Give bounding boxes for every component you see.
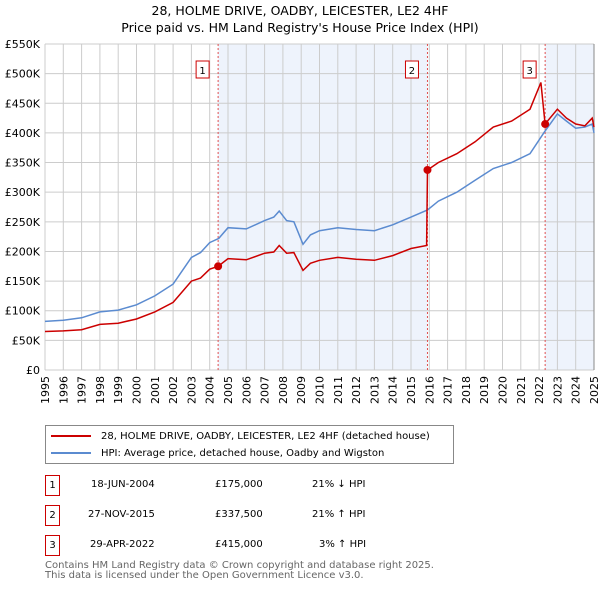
legend-item-property: 28, HOLME DRIVE, OADBY, LEICESTER, LE2 4… xyxy=(46,428,430,444)
x-tick-label: 2014 xyxy=(387,376,400,404)
x-tick-label: 1997 xyxy=(76,376,89,404)
x-tick-label: 2020 xyxy=(497,376,510,404)
y-tick-label: £100K xyxy=(5,305,41,318)
x-tick-label: 2003 xyxy=(185,376,198,404)
x-tick-label: 2002 xyxy=(167,376,180,404)
x-tick-label: 2011 xyxy=(332,376,345,404)
x-tick-label: 2000 xyxy=(131,376,144,404)
legend: 28, HOLME DRIVE, OADBY, LEICESTER, LE2 4… xyxy=(45,425,454,464)
x-tick-label: 1995 xyxy=(39,376,52,404)
hpi-line xyxy=(44,112,595,323)
x-tick-label: 2013 xyxy=(368,376,381,404)
sale-hpi-diff: 21% ↑ HPI xyxy=(312,509,366,520)
sale-label: 1 xyxy=(199,66,205,77)
x-tick-label: 2019 xyxy=(478,376,491,404)
x-tick-label: 2022 xyxy=(533,376,546,404)
sale-date: 29-APR-2022 xyxy=(90,539,155,550)
sale-date: 18-JUN-2004 xyxy=(91,479,155,490)
x-tick-label: 2008 xyxy=(277,376,290,404)
plot-area: 1995 1996 1997 1998 1999 2000 2001 2002 2003 2004… xyxy=(5,38,600,404)
x-tick-label: 2012 xyxy=(350,376,363,404)
y-tick-label: £300K xyxy=(5,186,41,199)
sale-price: £415,000 xyxy=(215,539,263,550)
sale-point xyxy=(541,120,550,129)
x-tick-label: 2015 xyxy=(405,376,418,404)
footer: Contains HM Land Registry data © Crown c… xyxy=(45,561,434,581)
sale-label: 2 xyxy=(409,66,415,77)
y-tick-label: £550K xyxy=(5,38,41,51)
x-tick-label: 2009 xyxy=(295,376,308,404)
x-tick-label: 2016 xyxy=(423,376,436,404)
x-tick-label: 1996 xyxy=(57,376,70,404)
x-tick-label: 2024 xyxy=(570,376,583,404)
x-tick-label: 2018 xyxy=(460,376,473,404)
sale-hpi-diff: 21% ↓ HPI xyxy=(312,479,366,490)
sale-label: 3 xyxy=(526,66,532,77)
y-tick-label: £0 xyxy=(26,364,40,377)
chart-title: 28, HOLME DRIVE, OADBY, LEICESTER, LE2 4… xyxy=(151,3,449,18)
x-tick-label: 2023 xyxy=(551,376,564,404)
sale-price: £337,500 xyxy=(215,509,263,520)
sale-label-box xyxy=(195,60,210,79)
x-tick-label: 1998 xyxy=(94,376,107,404)
y-tick-label: £500K xyxy=(5,68,41,81)
sale-price: £175,000 xyxy=(215,479,263,490)
sale-marker-badge: 2 xyxy=(45,505,60,526)
x-tick-label: 2004 xyxy=(204,376,217,404)
price-paid-line xyxy=(44,82,595,333)
x-tick-label: 2006 xyxy=(240,376,253,404)
legend-label: HPI: Average price, detached house, Oadb… xyxy=(101,447,385,459)
x-tick-label: 2007 xyxy=(259,376,272,404)
sale-marker-badge: 1 xyxy=(45,475,60,496)
sale-point xyxy=(214,262,223,271)
shaded-period xyxy=(545,44,594,370)
sale-hpi-diff: 3% ↑ HPI xyxy=(319,539,367,550)
legend-item-hpi: HPI: Average price, detached house, Oadb… xyxy=(46,445,384,461)
y-tick-label: £400K xyxy=(5,127,41,140)
y-tick-label: £350K xyxy=(5,157,41,170)
x-tick-label: 2010 xyxy=(314,376,327,404)
shaded-period xyxy=(218,44,428,370)
table-row: 2 27-NOV-2015 £337,500 21% ↑ HPI xyxy=(45,505,545,526)
y-tick-label: £150K xyxy=(5,275,41,288)
footer-line-2: This data is licensed under the Open Gov… xyxy=(45,570,364,581)
x-tick-label: 2017 xyxy=(442,376,455,404)
chart-subtitle: Price paid vs. HM Land Registry's House … xyxy=(121,20,479,35)
y-tick-label: £250K xyxy=(5,216,41,229)
y-tick-label: £450K xyxy=(5,97,41,110)
x-tick-label: 1999 xyxy=(112,376,125,404)
footer-line-1: Contains HM Land Registry data © Crown c… xyxy=(45,560,434,571)
y-tick-label: £200K xyxy=(5,245,41,258)
sale-point xyxy=(423,165,432,174)
sale-label-box xyxy=(404,60,419,79)
table-row: 3 29-APR-2022 £415,000 3% ↑ HPI xyxy=(45,535,545,556)
y-tick-label: £50K xyxy=(12,334,41,347)
x-tick-label: 2005 xyxy=(222,376,235,404)
legend-label: 28, HOLME DRIVE, OADBY, LEICESTER, LE2 4… xyxy=(101,430,430,442)
sale-label-box xyxy=(522,60,537,79)
legend-swatch-red xyxy=(51,435,91,437)
sale-date: 27-NOV-2015 xyxy=(88,509,155,520)
sale-marker-badge: 3 xyxy=(45,535,60,556)
table-row: 1 18-JUN-2004 £175,000 21% ↓ HPI xyxy=(45,475,545,496)
x-tick-label: 2001 xyxy=(149,376,162,404)
x-tick-label: 2021 xyxy=(515,376,528,404)
x-tick-label: 2025 xyxy=(588,376,600,404)
legend-swatch-blue xyxy=(51,452,91,454)
